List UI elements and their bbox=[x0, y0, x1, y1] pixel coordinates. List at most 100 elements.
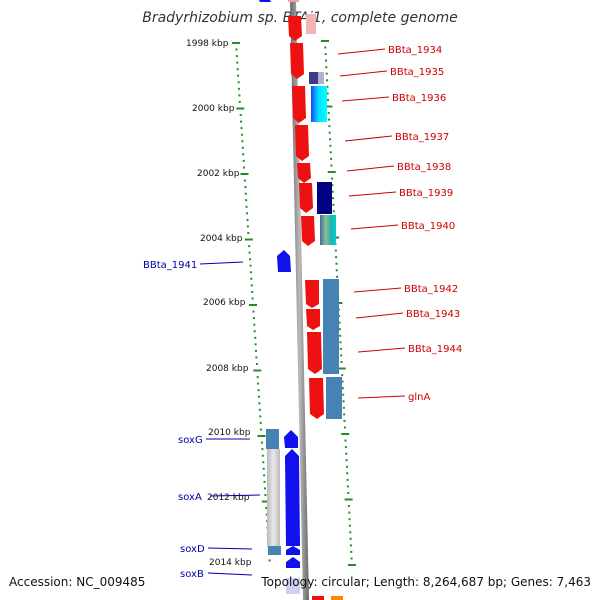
gene-feature[interactable] bbox=[309, 378, 324, 419]
gene-block[interactable] bbox=[312, 596, 324, 600]
tick-mark bbox=[331, 177, 334, 180]
gene-label-bbta_1943[interactable]: BBta_1943 bbox=[406, 309, 460, 320]
tick-mark bbox=[258, 408, 261, 411]
tick-mark bbox=[324, 46, 327, 49]
tick-mark bbox=[335, 262, 338, 265]
tick-mark bbox=[251, 297, 254, 300]
gene-feature[interactable] bbox=[290, 43, 304, 79]
tick-mark bbox=[350, 557, 353, 560]
gene-feature[interactable] bbox=[292, 86, 306, 123]
tick-mark bbox=[257, 382, 260, 385]
gene-feature[interactable] bbox=[297, 163, 311, 183]
gene-label-bbta_1935[interactable]: BBta_1935 bbox=[390, 67, 444, 78]
gene-block[interactable] bbox=[306, 14, 316, 34]
gene-block[interactable] bbox=[311, 86, 327, 122]
tick-mark bbox=[350, 550, 353, 553]
gene-label-bbta_1941[interactable]: BBta_1941 bbox=[143, 260, 197, 271]
gene-label-bbta_1940[interactable]: BBta_1940 bbox=[401, 221, 455, 232]
gene-feature[interactable] bbox=[299, 183, 313, 213]
gene-label-bbta_1934[interactable]: BBta_1934 bbox=[388, 45, 442, 56]
tick-mark bbox=[345, 465, 348, 468]
gene-feature[interactable] bbox=[288, 16, 302, 41]
gene-feature[interactable] bbox=[288, 0, 299, 2]
gene-feature[interactable] bbox=[259, 0, 271, 2]
tick-mark bbox=[331, 184, 334, 187]
leader-line bbox=[346, 165, 395, 172]
gene-label-soxa[interactable]: soxA bbox=[178, 492, 202, 503]
tick-mark bbox=[235, 48, 238, 51]
tick-mark bbox=[339, 334, 342, 337]
tick-mark bbox=[328, 125, 331, 128]
gene-block[interactable] bbox=[267, 449, 280, 546]
tick-mark bbox=[262, 461, 265, 464]
tick-mark bbox=[258, 395, 260, 398]
gene-block[interactable] bbox=[317, 182, 332, 214]
leader-line bbox=[207, 572, 253, 576]
tick-mark bbox=[339, 347, 342, 350]
gene-block[interactable] bbox=[331, 596, 343, 600]
tick-mark bbox=[238, 100, 241, 103]
axis-label: 2002 kbp bbox=[197, 169, 240, 179]
gene-label-soxd[interactable]: soxD bbox=[180, 544, 205, 555]
axis-label: 2014 kbp bbox=[209, 558, 252, 568]
tick-mark bbox=[263, 480, 266, 483]
tick-mark bbox=[249, 271, 252, 274]
gene-label-bbta_1938[interactable]: BBta_1938 bbox=[397, 162, 451, 173]
gene-feature[interactable] bbox=[277, 250, 291, 272]
tick-mark bbox=[326, 85, 329, 88]
gene-block[interactable] bbox=[268, 546, 281, 555]
tick-mark bbox=[345, 459, 348, 462]
leader-line bbox=[357, 347, 406, 353]
gene-block[interactable] bbox=[266, 429, 279, 449]
gene-feature[interactable] bbox=[307, 332, 322, 374]
tick-mark bbox=[346, 478, 349, 481]
gene-feature[interactable] bbox=[285, 449, 300, 546]
tick-mark bbox=[243, 179, 246, 182]
gene-label-bbta_1939[interactable]: BBta_1939 bbox=[399, 188, 453, 199]
tick-mark bbox=[334, 249, 337, 252]
tick-mark bbox=[335, 256, 338, 259]
leader-line bbox=[348, 191, 397, 197]
tick-mark bbox=[238, 94, 241, 97]
gene-block[interactable] bbox=[323, 279, 339, 374]
gene-feature[interactable] bbox=[295, 125, 309, 161]
gene-label-bbta_1936[interactable]: BBta_1936 bbox=[392, 93, 446, 104]
gene-label-bbta_1942[interactable]: BBta_1942 bbox=[404, 284, 458, 295]
tick-mark bbox=[345, 452, 348, 455]
gene-block[interactable] bbox=[318, 72, 324, 84]
gene-feature[interactable] bbox=[305, 280, 319, 308]
gene-label-bbta_1937[interactable]: BBta_1937 bbox=[395, 132, 449, 143]
tick-mark bbox=[336, 275, 339, 278]
blue-gene-track bbox=[259, 0, 343, 600]
tick-mark bbox=[343, 426, 346, 429]
right-gene-labels: BBta_1934 BBta_1935 BBta_1936 BBta_1937 BBta… bbox=[337, 45, 462, 403]
tick-mark bbox=[240, 127, 243, 130]
tick-mark bbox=[337, 367, 346, 370]
gene-block[interactable] bbox=[286, 578, 300, 594]
gene-feature[interactable] bbox=[284, 430, 298, 448]
tick-mark bbox=[236, 107, 245, 110]
axis-label: 2006 kbp bbox=[203, 298, 246, 308]
gene-feature[interactable] bbox=[306, 309, 320, 330]
gene-feature[interactable] bbox=[286, 546, 300, 555]
gene-label-bbta_1944[interactable]: BBta_1944 bbox=[408, 344, 462, 355]
gene-feature[interactable] bbox=[286, 557, 300, 568]
tick-mark bbox=[257, 389, 260, 392]
tick-mark bbox=[244, 186, 247, 189]
gene-label-glna[interactable]: glnA bbox=[408, 392, 430, 403]
tick-mark bbox=[243, 166, 246, 169]
gene-label-soxg[interactable]: soxG bbox=[178, 435, 203, 446]
tick-mark bbox=[343, 419, 346, 422]
leader-line bbox=[350, 224, 399, 230]
tick-mark bbox=[325, 66, 328, 69]
leader-line bbox=[357, 395, 406, 399]
gene-label-soxb[interactable]: soxB bbox=[180, 569, 204, 580]
tick-mark bbox=[328, 131, 331, 134]
tick-mark bbox=[340, 354, 343, 357]
tick-mark bbox=[346, 485, 349, 488]
gene-block[interactable] bbox=[326, 377, 342, 419]
gene-feature[interactable] bbox=[301, 216, 315, 246]
gene-block[interactable] bbox=[320, 215, 336, 245]
leader-line bbox=[207, 547, 253, 550]
tick-mark bbox=[255, 349, 257, 352]
